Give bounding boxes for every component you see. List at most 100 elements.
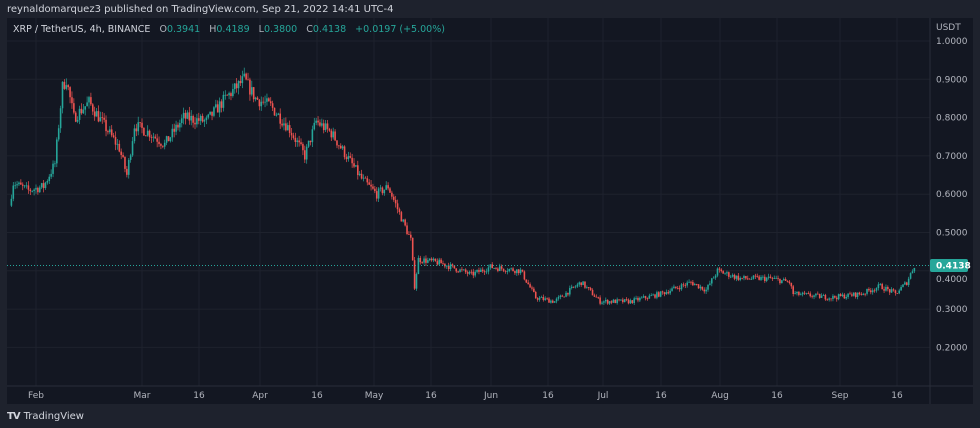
candle-body: [794, 293, 796, 295]
candle: [894, 289, 897, 296]
candle: [633, 296, 635, 305]
candle: [574, 285, 577, 289]
candle-body: [845, 296, 848, 299]
candle-body: [328, 128, 331, 131]
candle: [319, 119, 321, 128]
candle: [425, 255, 427, 267]
candle: [377, 187, 380, 202]
candle: [67, 84, 69, 91]
candle-body: [856, 292, 859, 297]
candle-body: [642, 296, 645, 298]
tradingview-logo-icon[interactable]: 𝗧𝗩: [7, 411, 21, 422]
candle-body: [16, 184, 18, 186]
candle: [137, 116, 140, 136]
candle: [73, 98, 75, 115]
candle-body: [777, 278, 779, 279]
candle: [95, 107, 98, 117]
chart-panel[interactable]: [7, 18, 973, 404]
candle: [639, 296, 641, 302]
candle-body: [635, 297, 637, 299]
candle: [300, 138, 302, 146]
time-tick-label: 16: [425, 391, 437, 401]
candle-body: [720, 269, 723, 272]
candle-body: [595, 296, 598, 298]
candle-body: [199, 115, 202, 121]
price-axis[interactable]: 1.0000 0.9000 0.8000 0.7000 0.6000 0.5000 0.40…: [936, 37, 968, 353]
candle: [139, 122, 141, 128]
candle: [404, 218, 406, 227]
time-axis[interactable]: Feb Mar 16 Apr 16 May 16 Jun 16 Jul 16 Aug 16 Sep 16: [28, 391, 903, 401]
candle: [175, 120, 177, 136]
candle: [90, 92, 92, 107]
candle-body: [139, 122, 141, 124]
candle-body: [150, 137, 153, 138]
candle-body: [498, 266, 501, 271]
candle: [478, 267, 480, 275]
candle-body: [854, 292, 857, 297]
candle-body: [623, 299, 626, 303]
candle-body: [156, 138, 158, 142]
candle: [849, 291, 851, 295]
candle: [133, 124, 136, 144]
candle-body: [682, 284, 685, 286]
candle: [733, 273, 736, 281]
candle-body: [324, 123, 327, 131]
candle: [671, 286, 673, 292]
candle: [152, 132, 155, 142]
candle: [322, 119, 325, 134]
candle-body: [697, 284, 700, 289]
candle: [500, 264, 503, 271]
candle-body: [824, 295, 827, 300]
candle-body: [745, 276, 747, 279]
candle-body: [675, 286, 677, 288]
candle-body: [644, 296, 647, 299]
candle-body: [357, 165, 359, 176]
candle-body: [216, 104, 219, 113]
candle-body: [374, 188, 376, 192]
candle-body: [798, 291, 800, 295]
candle-body: [737, 275, 740, 280]
candle-body: [775, 278, 777, 279]
candle-body: [811, 296, 813, 298]
candle: [746, 275, 749, 281]
candle: [625, 297, 628, 302]
candle-body: [510, 268, 512, 270]
candle: [487, 264, 490, 275]
candle-body: [400, 212, 403, 222]
candle: [116, 139, 119, 150]
last-price-badge: [930, 259, 968, 273]
candle: [345, 153, 348, 163]
candles: [10, 67, 916, 306]
candle: [224, 90, 227, 100]
footer-brand[interactable]: TradingView: [23, 411, 84, 422]
candle-body: [570, 286, 573, 288]
symbol-name[interactable]: XRP / TetherUS, 4h, BINANCE: [13, 24, 151, 35]
candle: [343, 145, 346, 160]
candle-body: [364, 177, 367, 179]
candle: [635, 295, 637, 301]
candle: [657, 291, 660, 298]
candle: [913, 267, 916, 274]
candle: [756, 273, 759, 278]
candle-body: [703, 289, 706, 292]
candle: [817, 291, 819, 295]
candle: [226, 94, 228, 96]
candle: [563, 296, 565, 298]
candle-body: [29, 189, 32, 192]
candle: [10, 194, 13, 207]
candle-body: [909, 273, 912, 279]
candle-body: [622, 299, 624, 303]
candle: [304, 145, 306, 163]
candle: [14, 181, 16, 190]
candle-body: [516, 269, 518, 274]
candle: [661, 290, 664, 295]
candle: [215, 99, 217, 109]
candle-body: [657, 292, 660, 297]
candle-body: [61, 81, 64, 109]
candle-body: [735, 275, 738, 279]
candle-body: [790, 283, 793, 287]
candle: [50, 169, 52, 179]
candle-body: [639, 297, 641, 301]
candle: [129, 153, 132, 163]
